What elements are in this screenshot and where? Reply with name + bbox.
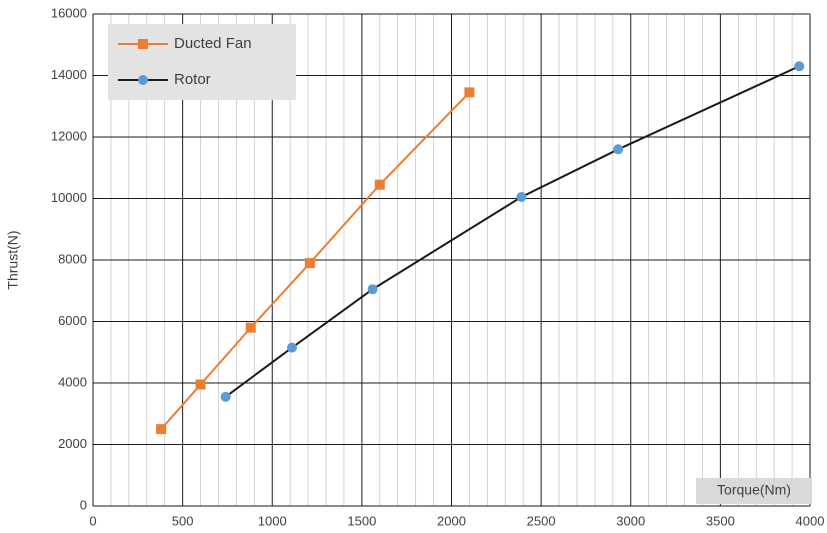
y-tick-label: 6000	[58, 313, 87, 328]
y-tick-label: 12000	[51, 128, 87, 143]
y-tick-label: 0	[80, 497, 87, 512]
legend-box	[108, 24, 296, 100]
marker	[516, 191, 527, 202]
x-tick-label: 1500	[347, 513, 376, 528]
y-tick-label: 4000	[58, 374, 87, 389]
x-tick-label: 4000	[796, 513, 825, 528]
marker	[220, 391, 231, 402]
y-axis-label: Thrust(N)	[5, 230, 21, 289]
legend-marker	[138, 75, 148, 85]
marker	[156, 424, 167, 435]
marker	[367, 284, 378, 295]
x-tick-label: 2000	[437, 513, 466, 528]
y-tick-label: 10000	[51, 190, 87, 205]
x-tick-label: 500	[172, 513, 194, 528]
marker	[613, 144, 624, 155]
y-tick-label: 2000	[58, 436, 87, 451]
x-axis-label: Torque(Nm)	[717, 482, 791, 498]
marker	[245, 322, 256, 333]
series-line	[225, 65, 800, 398]
legend-label: Ducted Fan	[174, 35, 252, 52]
y-tick-label: 8000	[58, 251, 87, 266]
series-line	[160, 91, 471, 430]
marker	[374, 179, 385, 190]
y-tick-label: 16000	[51, 5, 87, 20]
y-tick-label: 14000	[51, 67, 87, 82]
marker	[304, 258, 315, 269]
x-tick-label: 1000	[258, 513, 287, 528]
x-tick-label: 3500	[706, 513, 735, 528]
marker	[794, 61, 805, 72]
x-label-box	[696, 478, 812, 504]
x-tick-label: 0	[89, 513, 96, 528]
legend-marker	[138, 39, 148, 49]
x-tick-label: 3000	[616, 513, 645, 528]
marker	[195, 379, 206, 390]
marker	[286, 342, 297, 353]
legend-label: Rotor	[174, 71, 211, 88]
marker	[464, 87, 475, 98]
x-tick-label: 2500	[527, 513, 556, 528]
